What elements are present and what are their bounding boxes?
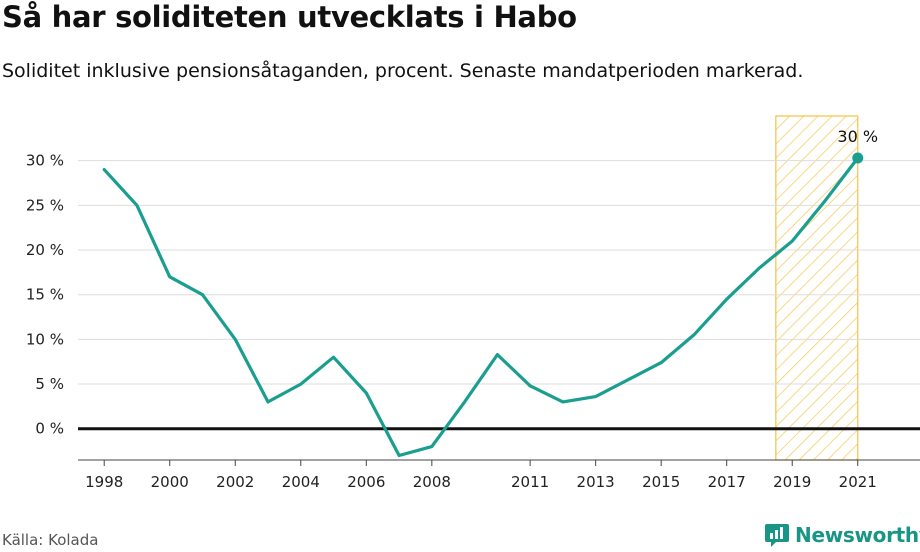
x-tick-label: 2002 bbox=[216, 473, 254, 491]
x-tick-label: 2019 bbox=[773, 473, 811, 491]
last-value-label: 30 % bbox=[837, 127, 878, 146]
y-tick-label: 25 % bbox=[26, 196, 64, 214]
chart-title: Så har soliditeten utvecklats i Habo bbox=[2, 0, 577, 34]
x-tick-label: 2021 bbox=[839, 473, 877, 491]
y-tick-label: 5 % bbox=[35, 375, 64, 393]
brand-logo: Newsworthy bbox=[764, 519, 920, 551]
source-note: Källa: Kolada bbox=[2, 531, 99, 549]
x-tick-label: 2000 bbox=[151, 473, 189, 491]
y-tick-label: 30 % bbox=[26, 152, 64, 170]
x-tick-label: 1998 bbox=[85, 473, 123, 491]
y-tick-label: 15 % bbox=[26, 286, 64, 304]
x-tick-label: 2006 bbox=[347, 473, 385, 491]
x-tick-label: 2013 bbox=[577, 473, 615, 491]
x-tick-label: 2008 bbox=[413, 473, 451, 491]
newsworthy-logo-icon bbox=[765, 524, 789, 547]
y-tick-label: 20 % bbox=[26, 241, 64, 259]
highlight-period bbox=[775, 115, 859, 461]
y-tick-label: 0 % bbox=[35, 420, 64, 438]
x-tick-label: 2011 bbox=[511, 473, 549, 491]
brand-name: Newsworthy bbox=[795, 523, 920, 547]
series-line bbox=[102, 156, 860, 458]
last-value-point bbox=[852, 152, 864, 164]
x-tick-label: 2017 bbox=[708, 473, 746, 491]
y-tick-label: 10 % bbox=[26, 330, 64, 348]
x-tick-label: 2015 bbox=[642, 473, 680, 491]
x-tick-label: 2004 bbox=[282, 473, 320, 491]
chart-subtitle: Soliditet inklusive pensionsåtaganden, p… bbox=[2, 60, 804, 82]
